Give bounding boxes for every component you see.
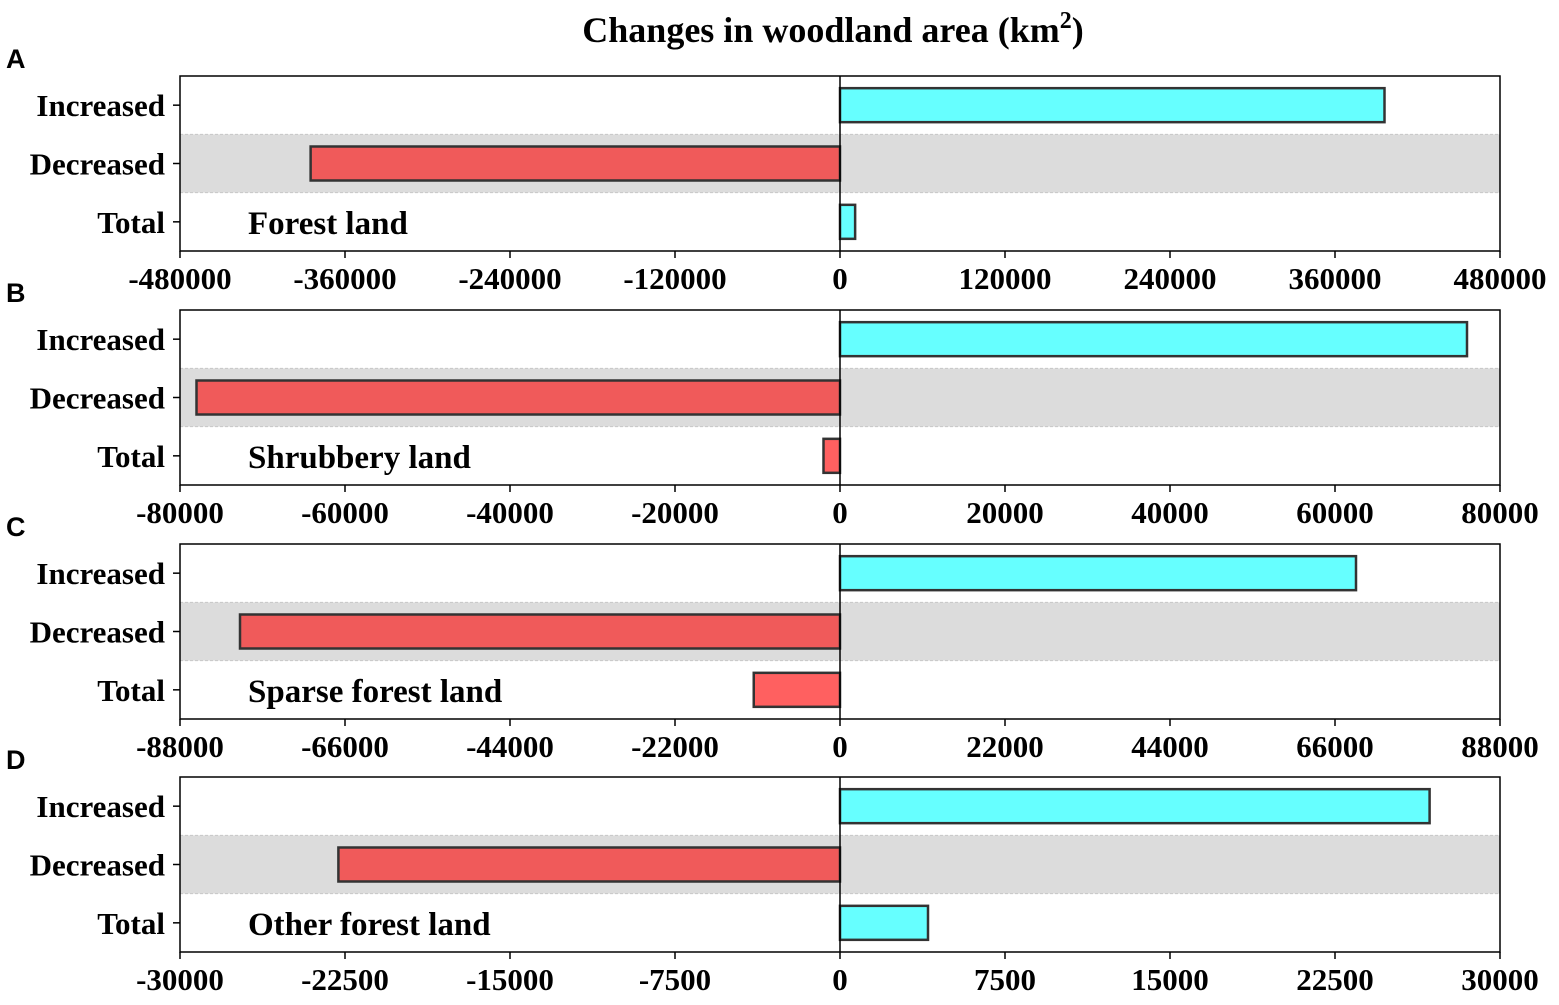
tick-label: -44000	[466, 729, 554, 764]
bar-total	[838, 203, 857, 241]
panel-letter: A	[6, 44, 26, 74]
panel-name: Other forest land	[248, 907, 491, 943]
category-label: Total	[97, 673, 165, 708]
category-label: Decreased	[30, 147, 165, 182]
tick-label: -22500	[301, 962, 389, 997]
chart-title-superscript: 2	[1060, 8, 1072, 34]
category-label: Increased	[36, 789, 165, 824]
category-label: Total	[97, 439, 165, 474]
panel-b: Increased Decreased Total -80000 -60000 -4000…	[6, 278, 1539, 530]
tick-label: 0	[832, 729, 848, 764]
category-label: Decreased	[30, 848, 165, 883]
bar-increased	[838, 787, 1431, 825]
chart-title-main: Changes in woodland area (km	[582, 10, 1059, 50]
category-label: Increased	[36, 88, 165, 123]
panel-name: Forest land	[248, 206, 408, 242]
bar-decreased	[195, 379, 842, 416]
panel-d: Increased Decreased Total -30000 -22500 -1500…	[6, 745, 1539, 997]
tick-label: 0	[832, 495, 848, 530]
tick-label: -120000	[623, 261, 726, 296]
bar-increased	[838, 86, 1386, 124]
category-label: Decreased	[30, 615, 165, 650]
category-label: Increased	[36, 322, 165, 357]
panels: Increased Decreased Total -480000 -360000 -24…	[6, 44, 1547, 997]
tick-label: -80000	[136, 495, 224, 530]
tick-label: 360000	[1289, 261, 1382, 296]
tick-label: -40000	[466, 495, 554, 530]
tick-label: 60000	[1296, 495, 1374, 530]
tick-label: 20000	[966, 495, 1044, 530]
category-label: Increased	[36, 556, 165, 591]
panel-letter: D	[6, 745, 26, 775]
category-label: Total	[97, 205, 165, 240]
bar-total	[752, 671, 842, 709]
tick-label: -22000	[631, 729, 719, 764]
category-label: Decreased	[30, 381, 165, 416]
tick-label: -88000	[136, 729, 224, 764]
bar-total	[822, 437, 842, 475]
panel-a: Increased Decreased Total -480000 -360000 -24…	[6, 44, 1547, 296]
tick-label: 88000	[1461, 729, 1539, 764]
tick-label: -360000	[293, 261, 396, 296]
tick-label: 66000	[1296, 729, 1374, 764]
tick-label: 0	[832, 261, 848, 296]
tick-label: 15000	[1131, 962, 1209, 997]
chart-title-close: )	[1072, 10, 1084, 50]
bar-increased	[838, 554, 1358, 592]
tick-label: 120000	[959, 261, 1052, 296]
bar-decreased	[309, 145, 842, 182]
bar-decreased	[337, 846, 842, 883]
panel-letter: C	[6, 512, 26, 542]
tick-label: -60000	[301, 495, 389, 530]
panel-c: Increased Decreased Total -88000 -66000 -4400…	[6, 512, 1539, 764]
tick-label: 40000	[1131, 495, 1209, 530]
tick-label: -480000	[128, 261, 231, 296]
panel-letter: B	[6, 278, 26, 308]
bar-decreased	[238, 613, 842, 650]
tick-label: 240000	[1124, 261, 1217, 296]
tick-label: -20000	[631, 495, 719, 530]
bar-total	[838, 904, 930, 942]
category-label: Total	[97, 906, 165, 941]
tick-label: 0	[832, 962, 848, 997]
tick-label: 7500	[974, 962, 1036, 997]
tick-label: -240000	[458, 261, 561, 296]
tick-label: 30000	[1461, 962, 1539, 997]
tick-label: -30000	[136, 962, 224, 997]
tick-label: 22000	[966, 729, 1044, 764]
tick-label: -66000	[301, 729, 389, 764]
tick-label: -7500	[639, 962, 711, 997]
tick-label: 44000	[1131, 729, 1209, 764]
bar-increased	[838, 320, 1469, 358]
tick-label: -15000	[466, 962, 554, 997]
tick-label: 80000	[1461, 495, 1539, 530]
panel-name: Shrubbery land	[248, 440, 471, 476]
chart-title: Changes in woodland area (km2)	[582, 8, 1083, 50]
tick-label: 480000	[1454, 261, 1547, 296]
tick-label: 22500	[1296, 962, 1374, 997]
panel-name: Sparse forest land	[248, 674, 502, 710]
